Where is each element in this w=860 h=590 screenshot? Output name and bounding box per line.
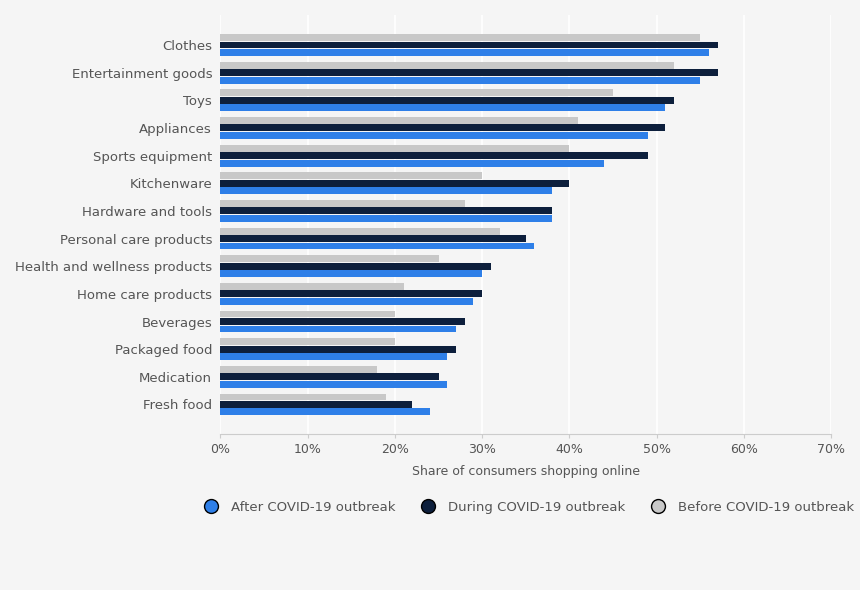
Bar <box>220 132 648 139</box>
Bar <box>220 62 674 68</box>
Bar <box>220 318 464 325</box>
Bar <box>220 255 439 262</box>
Bar <box>220 97 674 104</box>
X-axis label: Share of consumers shopping online: Share of consumers shopping online <box>412 465 640 478</box>
Bar <box>220 104 666 111</box>
Bar <box>220 124 666 132</box>
Bar <box>220 187 552 194</box>
Bar <box>220 290 482 297</box>
Bar <box>220 172 482 179</box>
Bar <box>220 69 717 76</box>
Bar <box>220 283 403 290</box>
Bar <box>220 346 456 353</box>
Bar <box>220 215 552 222</box>
Bar <box>220 373 439 381</box>
Bar <box>220 41 717 48</box>
Bar <box>220 208 552 214</box>
Bar <box>220 263 491 270</box>
Bar <box>220 353 447 360</box>
Bar <box>220 235 525 242</box>
Bar <box>220 310 395 317</box>
Legend: After COVID-19 outbreak, During COVID-19 outbreak, Before COVID-19 outbreak: After COVID-19 outbreak, During COVID-19… <box>191 494 860 520</box>
Bar <box>220 326 456 332</box>
Bar <box>220 34 700 41</box>
Bar <box>220 338 395 345</box>
Bar <box>220 152 648 159</box>
Bar <box>220 270 482 277</box>
Bar <box>220 401 412 408</box>
Bar <box>220 242 534 250</box>
Bar <box>220 160 605 166</box>
Bar <box>220 394 386 401</box>
Bar <box>220 145 569 152</box>
Bar <box>220 381 447 388</box>
Bar <box>220 180 569 186</box>
Bar <box>220 298 473 305</box>
Bar <box>220 408 430 415</box>
Bar <box>220 228 500 235</box>
Bar <box>220 366 378 373</box>
Bar <box>220 89 613 96</box>
Bar <box>220 49 709 56</box>
Bar <box>220 200 464 207</box>
Bar <box>220 77 700 84</box>
Bar <box>220 117 578 124</box>
